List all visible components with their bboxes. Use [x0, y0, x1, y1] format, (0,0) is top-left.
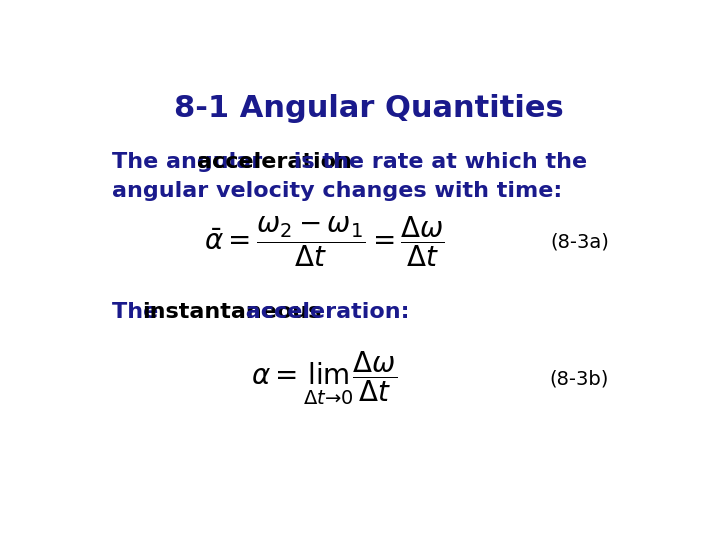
Text: The: The [112, 302, 166, 322]
Text: instantaneous: instantaneous [143, 302, 322, 322]
Text: acceleration:: acceleration: [238, 302, 410, 322]
Text: acceleration: acceleration [197, 152, 352, 172]
Text: is the rate at which the: is the rate at which the [287, 152, 588, 172]
Text: The angular: The angular [112, 152, 270, 172]
Text: 8-1 Angular Quantities: 8-1 Angular Quantities [174, 94, 564, 123]
Text: (8-3b): (8-3b) [549, 369, 609, 388]
Text: angular velocity changes with time:: angular velocity changes with time: [112, 181, 562, 201]
Text: $\alpha = \lim_{\Delta t \to 0} \dfrac{\Delta\omega}{\Delta t}$: $\alpha = \lim_{\Delta t \to 0} \dfrac{\… [251, 350, 397, 407]
Text: (8-3a): (8-3a) [550, 232, 609, 251]
Text: $\bar{\alpha} = \dfrac{\omega_2 - \omega_1}{\Delta t} = \dfrac{\Delta\omega}{\De: $\bar{\alpha} = \dfrac{\omega_2 - \omega… [204, 214, 445, 269]
